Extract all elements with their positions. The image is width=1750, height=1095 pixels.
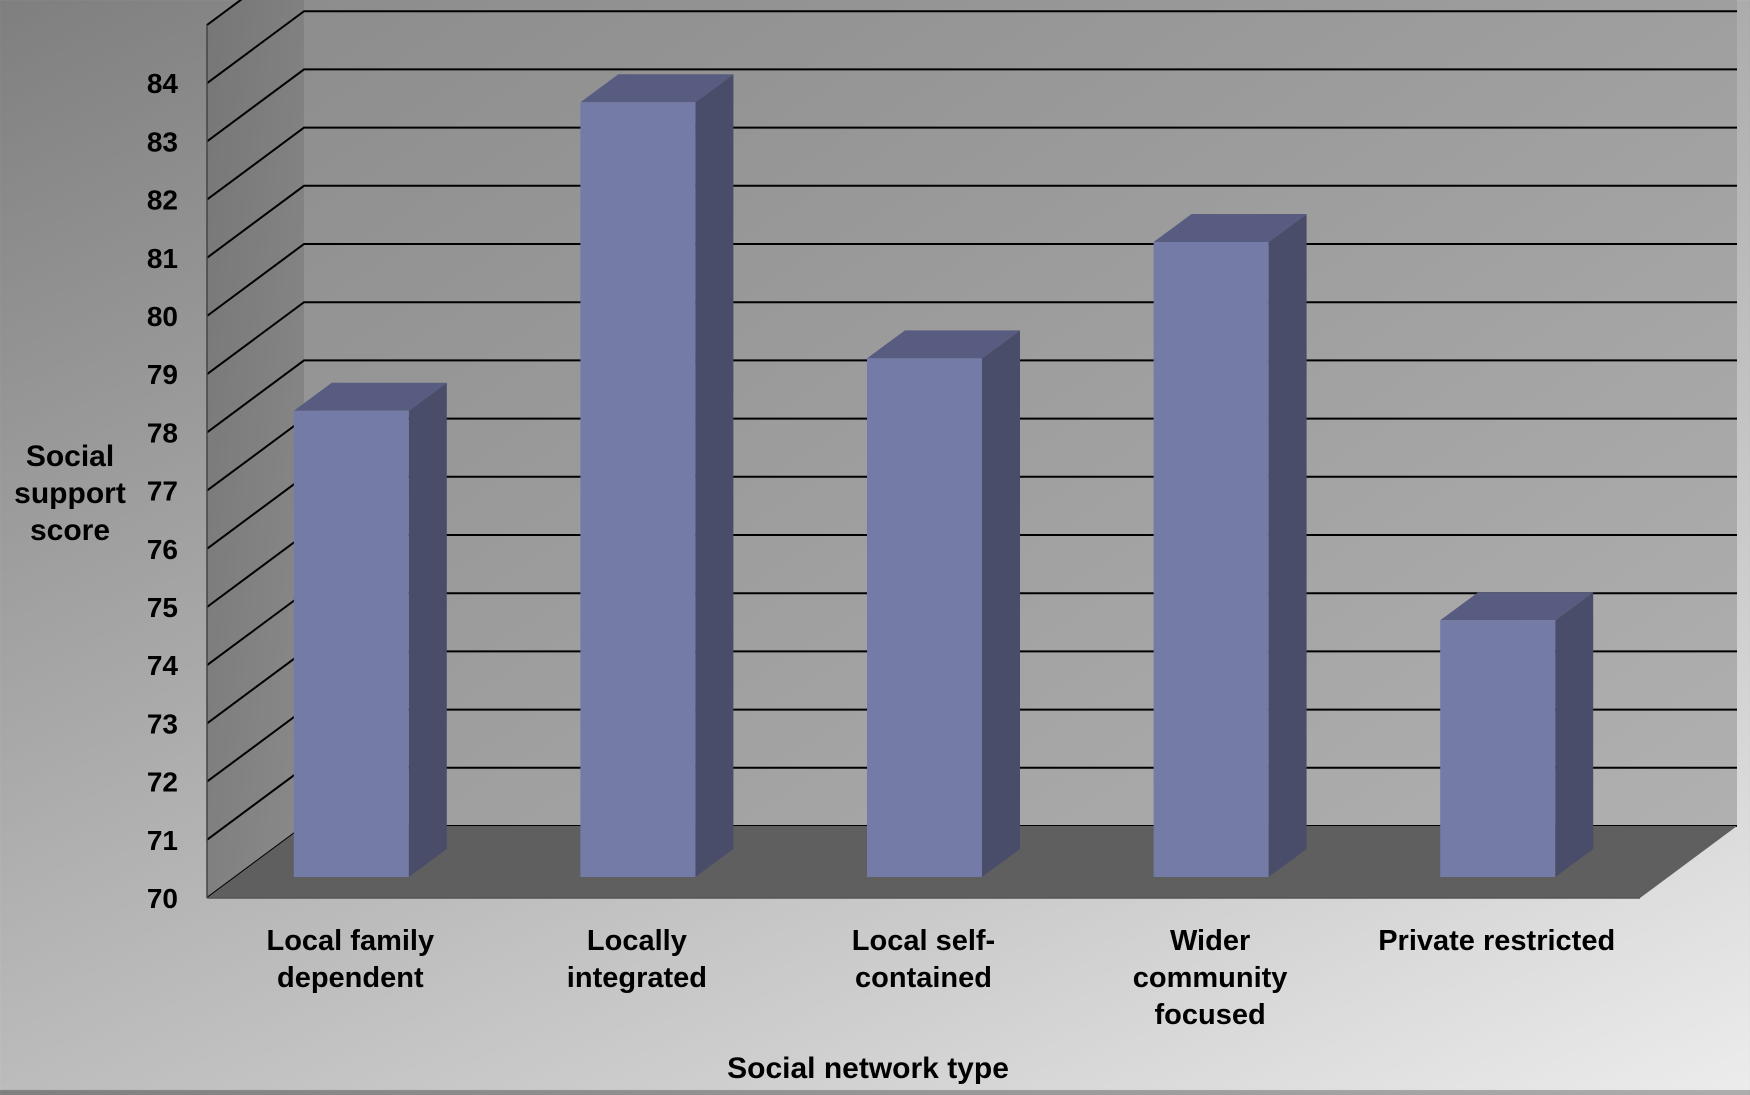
x-tick-labels: Local family dependent Locally integrated Lo…	[266, 925, 1615, 1031]
y-axis-label: Social support score	[14, 440, 126, 547]
y-tick-label: 84	[147, 68, 179, 99]
gridline	[206, 10, 1737, 85]
bars	[293, 74, 1594, 878]
bar-front	[1153, 241, 1269, 878]
gridline	[206, 68, 1737, 143]
bar	[293, 382, 447, 877]
side-wall	[207, 0, 304, 898]
bar-side	[1555, 592, 1594, 877]
y-tick-label: 74	[147, 650, 179, 681]
y-tick-label: 80	[147, 301, 178, 332]
bar-top	[867, 330, 1020, 359]
bar-front	[1440, 620, 1556, 877]
y-tick-label: 75	[147, 592, 178, 623]
y-tick-label: 81	[147, 243, 178, 274]
bar-side	[982, 330, 1020, 877]
bar	[1153, 213, 1307, 878]
bar-front	[293, 410, 409, 877]
y-tick-label: 76	[147, 534, 178, 565]
y-tick-label: 79	[147, 359, 178, 390]
x-tick-label: Local family dependent	[266, 925, 434, 994]
bar-side	[695, 74, 734, 878]
bar-top	[580, 74, 734, 103]
y-tick-label: 78	[147, 417, 178, 448]
bar-front	[580, 102, 696, 878]
bar-top	[1440, 592, 1594, 621]
x-tick-label: Locally integrated	[567, 925, 707, 994]
bar-side	[408, 382, 447, 877]
bar	[867, 330, 1020, 877]
gridline	[206, 184, 1737, 259]
bar-side	[1268, 213, 1307, 878]
y-tick-label: 83	[147, 126, 178, 157]
y-tick-label: 71	[147, 825, 178, 856]
y-tick-label: 82	[147, 185, 178, 216]
x-axis-label: Social network type	[727, 1052, 1009, 1085]
y-tick-label: 73	[147, 708, 178, 739]
x-tick-label: Local self-contained	[852, 925, 995, 994]
y-tick-label: 72	[147, 767, 178, 798]
bar-front	[867, 358, 982, 877]
bar	[1440, 592, 1594, 877]
gridline	[206, 126, 1737, 201]
bar	[580, 74, 734, 878]
y-tick-label: 77	[147, 476, 178, 507]
gridline	[206, 0, 243, 26]
bar-top	[1153, 213, 1307, 242]
y-tick-label: 70	[147, 883, 178, 914]
x-tick-label: Wider community focused	[1133, 925, 1288, 1031]
x-tick-label: Private restricted	[1378, 925, 1615, 957]
y-tick-labels: 70 71 72 73 74 75 76 77 78 79 80 81 82 83 84	[147, 68, 179, 914]
bar-top	[293, 382, 447, 411]
